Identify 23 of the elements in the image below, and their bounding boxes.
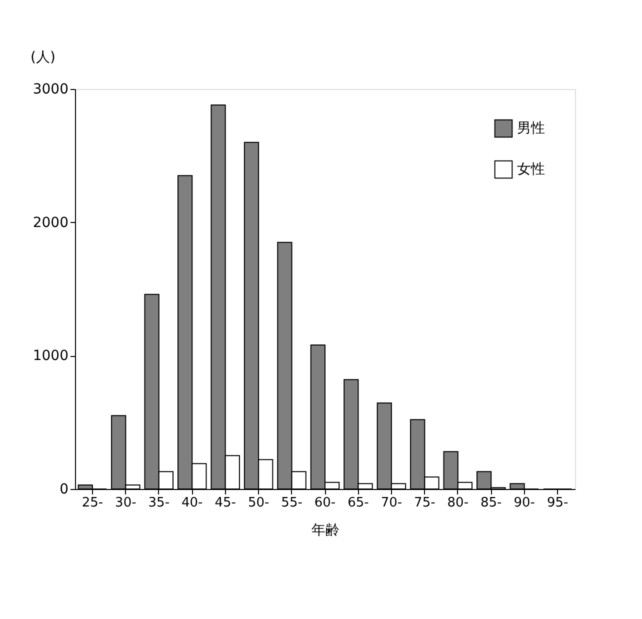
x-tick-label: 85- (480, 496, 502, 510)
x-tick-label: 35- (148, 496, 170, 510)
x-tick-label: 70- (380, 496, 402, 510)
legend-label: 男性 (517, 120, 545, 136)
y-axis-title: (人) (30, 50, 56, 66)
legend-label: 女性 (517, 162, 545, 178)
x-tick-label: 30- (115, 496, 137, 510)
y-tick-label: 2000 (32, 214, 68, 231)
x-tick-label: 80- (447, 496, 469, 510)
x-tick-label: 60- (314, 496, 336, 510)
y-tick-label: 1000 (32, 348, 68, 364)
x-tick-label: 90- (514, 496, 536, 510)
x-tick-label: 75- (414, 496, 436, 510)
y-tick-label: 3000 (32, 82, 68, 98)
x-tick-label: 55- (281, 496, 303, 510)
y-tick-label: 0 (60, 482, 68, 498)
x-axis-title: 年齢 (312, 522, 340, 538)
x-tick-label: 40- (181, 496, 204, 510)
x-tick-label: 50- (248, 496, 270, 510)
x-tick-label: 95- (546, 496, 568, 510)
x-tick-label: 45- (214, 496, 236, 510)
x-tick-label: 65- (348, 496, 370, 510)
x-tick-label: 25- (82, 496, 104, 510)
